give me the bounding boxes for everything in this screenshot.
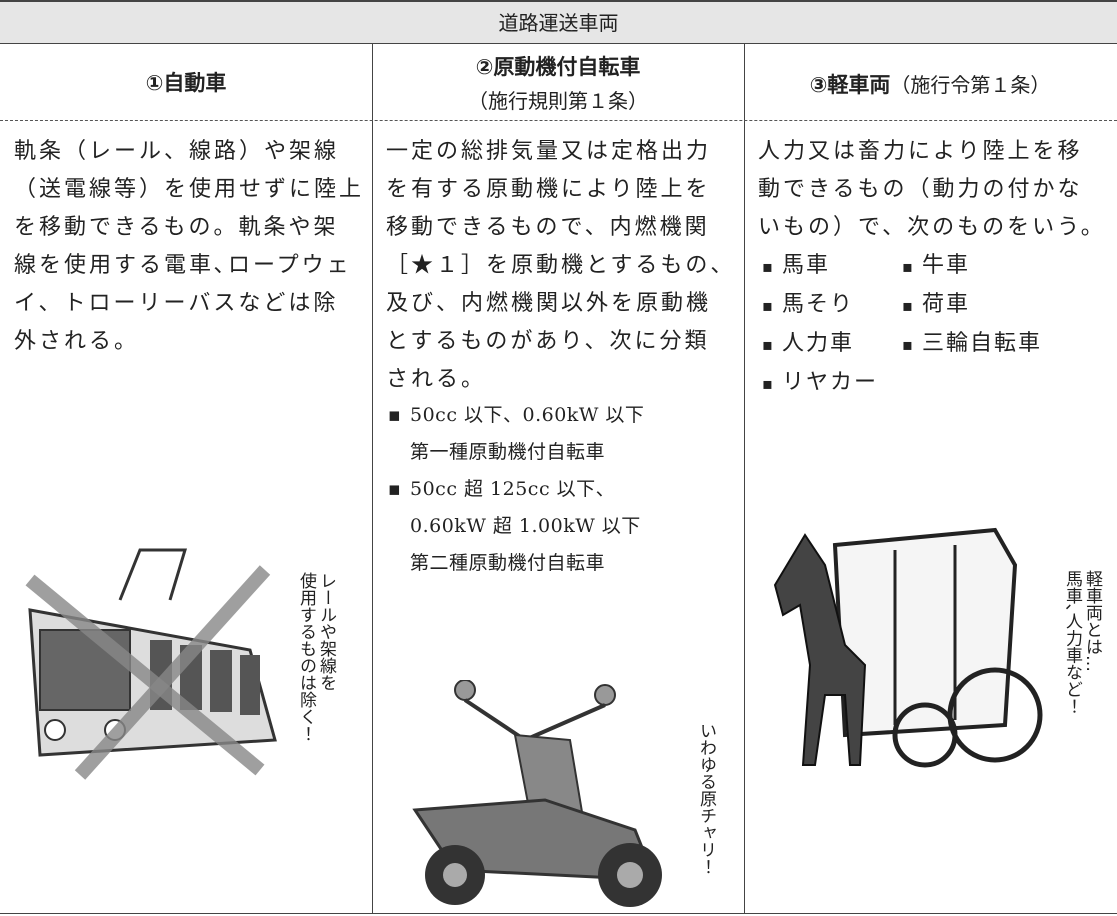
column-divider (372, 44, 373, 914)
list-item: 荷車 (902, 286, 1062, 325)
body-line: ［★１］を原動機とするもの、 (386, 253, 736, 278)
note-line: 軽車両とは… (1082, 570, 1102, 672)
body-line: 軌条（レール、線路）や架線 (14, 139, 340, 164)
bullet-line: 第一種原動機付自転車 (410, 441, 606, 463)
table-title: 道路運送車両 (0, 0, 1117, 44)
column-body: 人力又は畜力により陸上を移 動できるもの（動力の付かな いもの）で、次のものをいう。 (758, 133, 1106, 247)
note-line: レールや架線を (316, 572, 336, 691)
column-divider (744, 44, 745, 914)
column-header: ②原動機付自転車 （施行規則第１条） (372, 44, 744, 120)
body-line: 動できるもの（動力の付かな (758, 177, 1083, 202)
header-text: ②原動機付自転車 (475, 54, 641, 79)
list-item: 馬そり (762, 286, 902, 325)
carriage-illustration (773, 527, 1043, 768)
body-line: イ、トローリーバスなどは除 (14, 291, 339, 316)
bullet-line: 50cc 超 125cc 以下、 (410, 471, 644, 508)
header-text: ①自動車 (145, 71, 227, 95)
scooter-illustration (412, 680, 662, 907)
body-line: を移動できるもの。軌条や架 (14, 215, 339, 240)
column-body: 一定の総排気量又は定格出力 を有する原動機により陸上を 移動できるもので、内燃機関 ［… (386, 133, 735, 399)
body-line: 線を使用する電車､ロープウェ (14, 253, 352, 278)
note-line: 使用するものは除く！ (296, 572, 316, 742)
side-note: いわゆる原チャリ！ (696, 722, 716, 875)
body-line: 外される。 (14, 329, 140, 354)
note-line: 馬車､人力車など！ (1062, 570, 1082, 715)
body-line: 人力又は畜力により陸上を移 (758, 139, 1083, 164)
list-item: リヤカー (762, 364, 902, 403)
body-line: （送電線等）を使用せずに陸上 (14, 177, 365, 202)
header-text: ③軽車両 (809, 73, 891, 97)
bullet-line: 50cc 以下、0.60kW 以下 (410, 397, 644, 434)
header-sub: （施行規則第１条） (468, 88, 648, 113)
bullet-line: 0.60kW 超 1.00kW 以下 (410, 515, 641, 537)
body-line: 一定の総排気量又は定格出力 (386, 139, 712, 164)
side-note: 軽車両とは… 馬車､人力車など！ (1062, 570, 1102, 715)
body-line: 及び、内燃機関以外を原動機 (386, 291, 712, 316)
list-item: 牛車 (902, 247, 1062, 286)
header-sub: （施行令第１条） (890, 73, 1051, 97)
tram-illustration (25, 548, 277, 780)
list-item: 人力車 (762, 325, 902, 364)
list-item: 三輪自転車 (902, 325, 1062, 364)
column-header: ③軽車両 （施行令第１条） (744, 44, 1116, 120)
body-line: とするものがあり、次に分類 (386, 329, 710, 354)
body-line: を有する原動機により陸上を (386, 177, 711, 202)
table-bottom (0, 913, 1117, 914)
header-divider (0, 120, 1117, 121)
side-note: レールや架線を 使用するものは除く！ (296, 572, 336, 742)
column-body: 軌条（レール、線路）や架線 （送電線等）を使用せずに陸上 を移動できるもの。軌条や架… (14, 133, 364, 361)
column-header: ①自動車 (0, 44, 372, 120)
body-line: 移動できるもので、内燃機関 (386, 215, 710, 240)
note-line: いわゆる原チャリ！ (696, 722, 716, 875)
body-line: される。 (386, 367, 487, 392)
item-list: 馬車牛車馬そり荷車人力車三輪自転車リヤカー (762, 247, 1062, 403)
list-item: 馬車 (762, 247, 902, 286)
body-line: いもの）で、次のものをいう。 (758, 215, 1106, 240)
bullet-line: 第二種原動機付自転車 (410, 552, 606, 574)
